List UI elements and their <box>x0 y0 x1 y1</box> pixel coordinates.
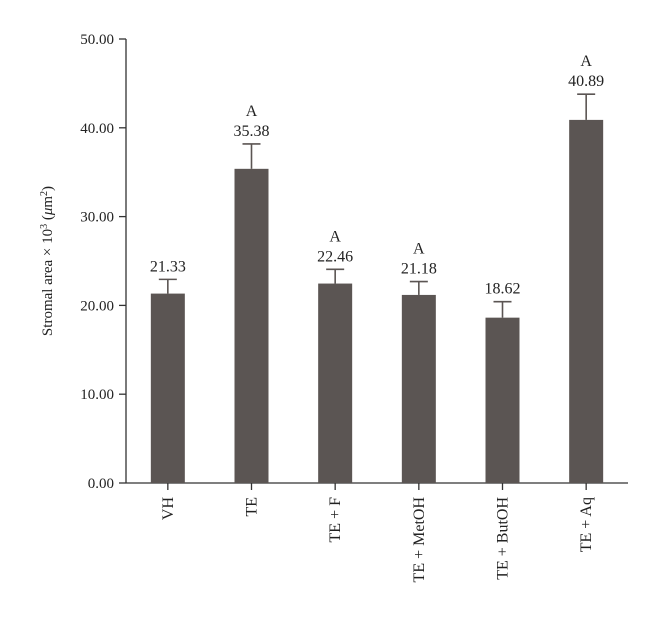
y-tick-label: 10.00 <box>80 387 114 403</box>
y-axis-label-unit-m: m <box>40 196 56 208</box>
value-label: 35.38 <box>234 123 270 140</box>
bar <box>569 119 604 484</box>
significance-label: A <box>246 103 258 120</box>
y-axis-label-unit-open: ( <box>40 215 56 224</box>
category-label: TE + ButOH <box>495 497 512 580</box>
y-tick-label: 0.00 <box>88 476 114 492</box>
bar <box>150 293 185 483</box>
value-label: 18.62 <box>485 281 521 298</box>
category-label: TE + F <box>327 497 344 543</box>
bar <box>485 317 520 483</box>
y-tick-label: 50.00 <box>80 32 114 48</box>
value-label: 21.18 <box>401 261 437 278</box>
bar <box>234 168 269 483</box>
category-label: VH <box>160 497 177 521</box>
significance-label: A <box>413 241 425 258</box>
bar <box>318 283 353 483</box>
y-tick-label: 20.00 <box>80 298 114 314</box>
y-tick-label: 30.00 <box>80 210 114 226</box>
significance-label: A <box>329 228 341 245</box>
y-tick-label: 40.00 <box>80 121 114 137</box>
significance-label: A <box>580 53 592 70</box>
category-label: TE <box>244 497 261 517</box>
plot-area: 0.00 10.00 20.00 30.00 40.00 50.00 21.33 VH 35.3… <box>80 32 628 582</box>
category-label: TE + MetOH <box>411 497 428 583</box>
y-axis-label-unit-mu: μ <box>40 207 56 216</box>
bar <box>401 294 436 483</box>
y-axis-label-unit-close: ) <box>40 186 56 191</box>
category-label: TE + Aq <box>578 497 595 552</box>
value-label: 21.33 <box>150 258 186 275</box>
value-label: 22.46 <box>317 248 353 265</box>
y-axis-label: Stromal area × 103 (μm2) <box>39 186 57 336</box>
y-axis-label-prefix: Stromal area × 10 <box>40 229 56 336</box>
y-axis-label-unit-exponent: 2 <box>39 191 50 196</box>
y-axis-label-exponent: 3 <box>39 224 50 229</box>
value-label: 40.89 <box>568 73 604 90</box>
